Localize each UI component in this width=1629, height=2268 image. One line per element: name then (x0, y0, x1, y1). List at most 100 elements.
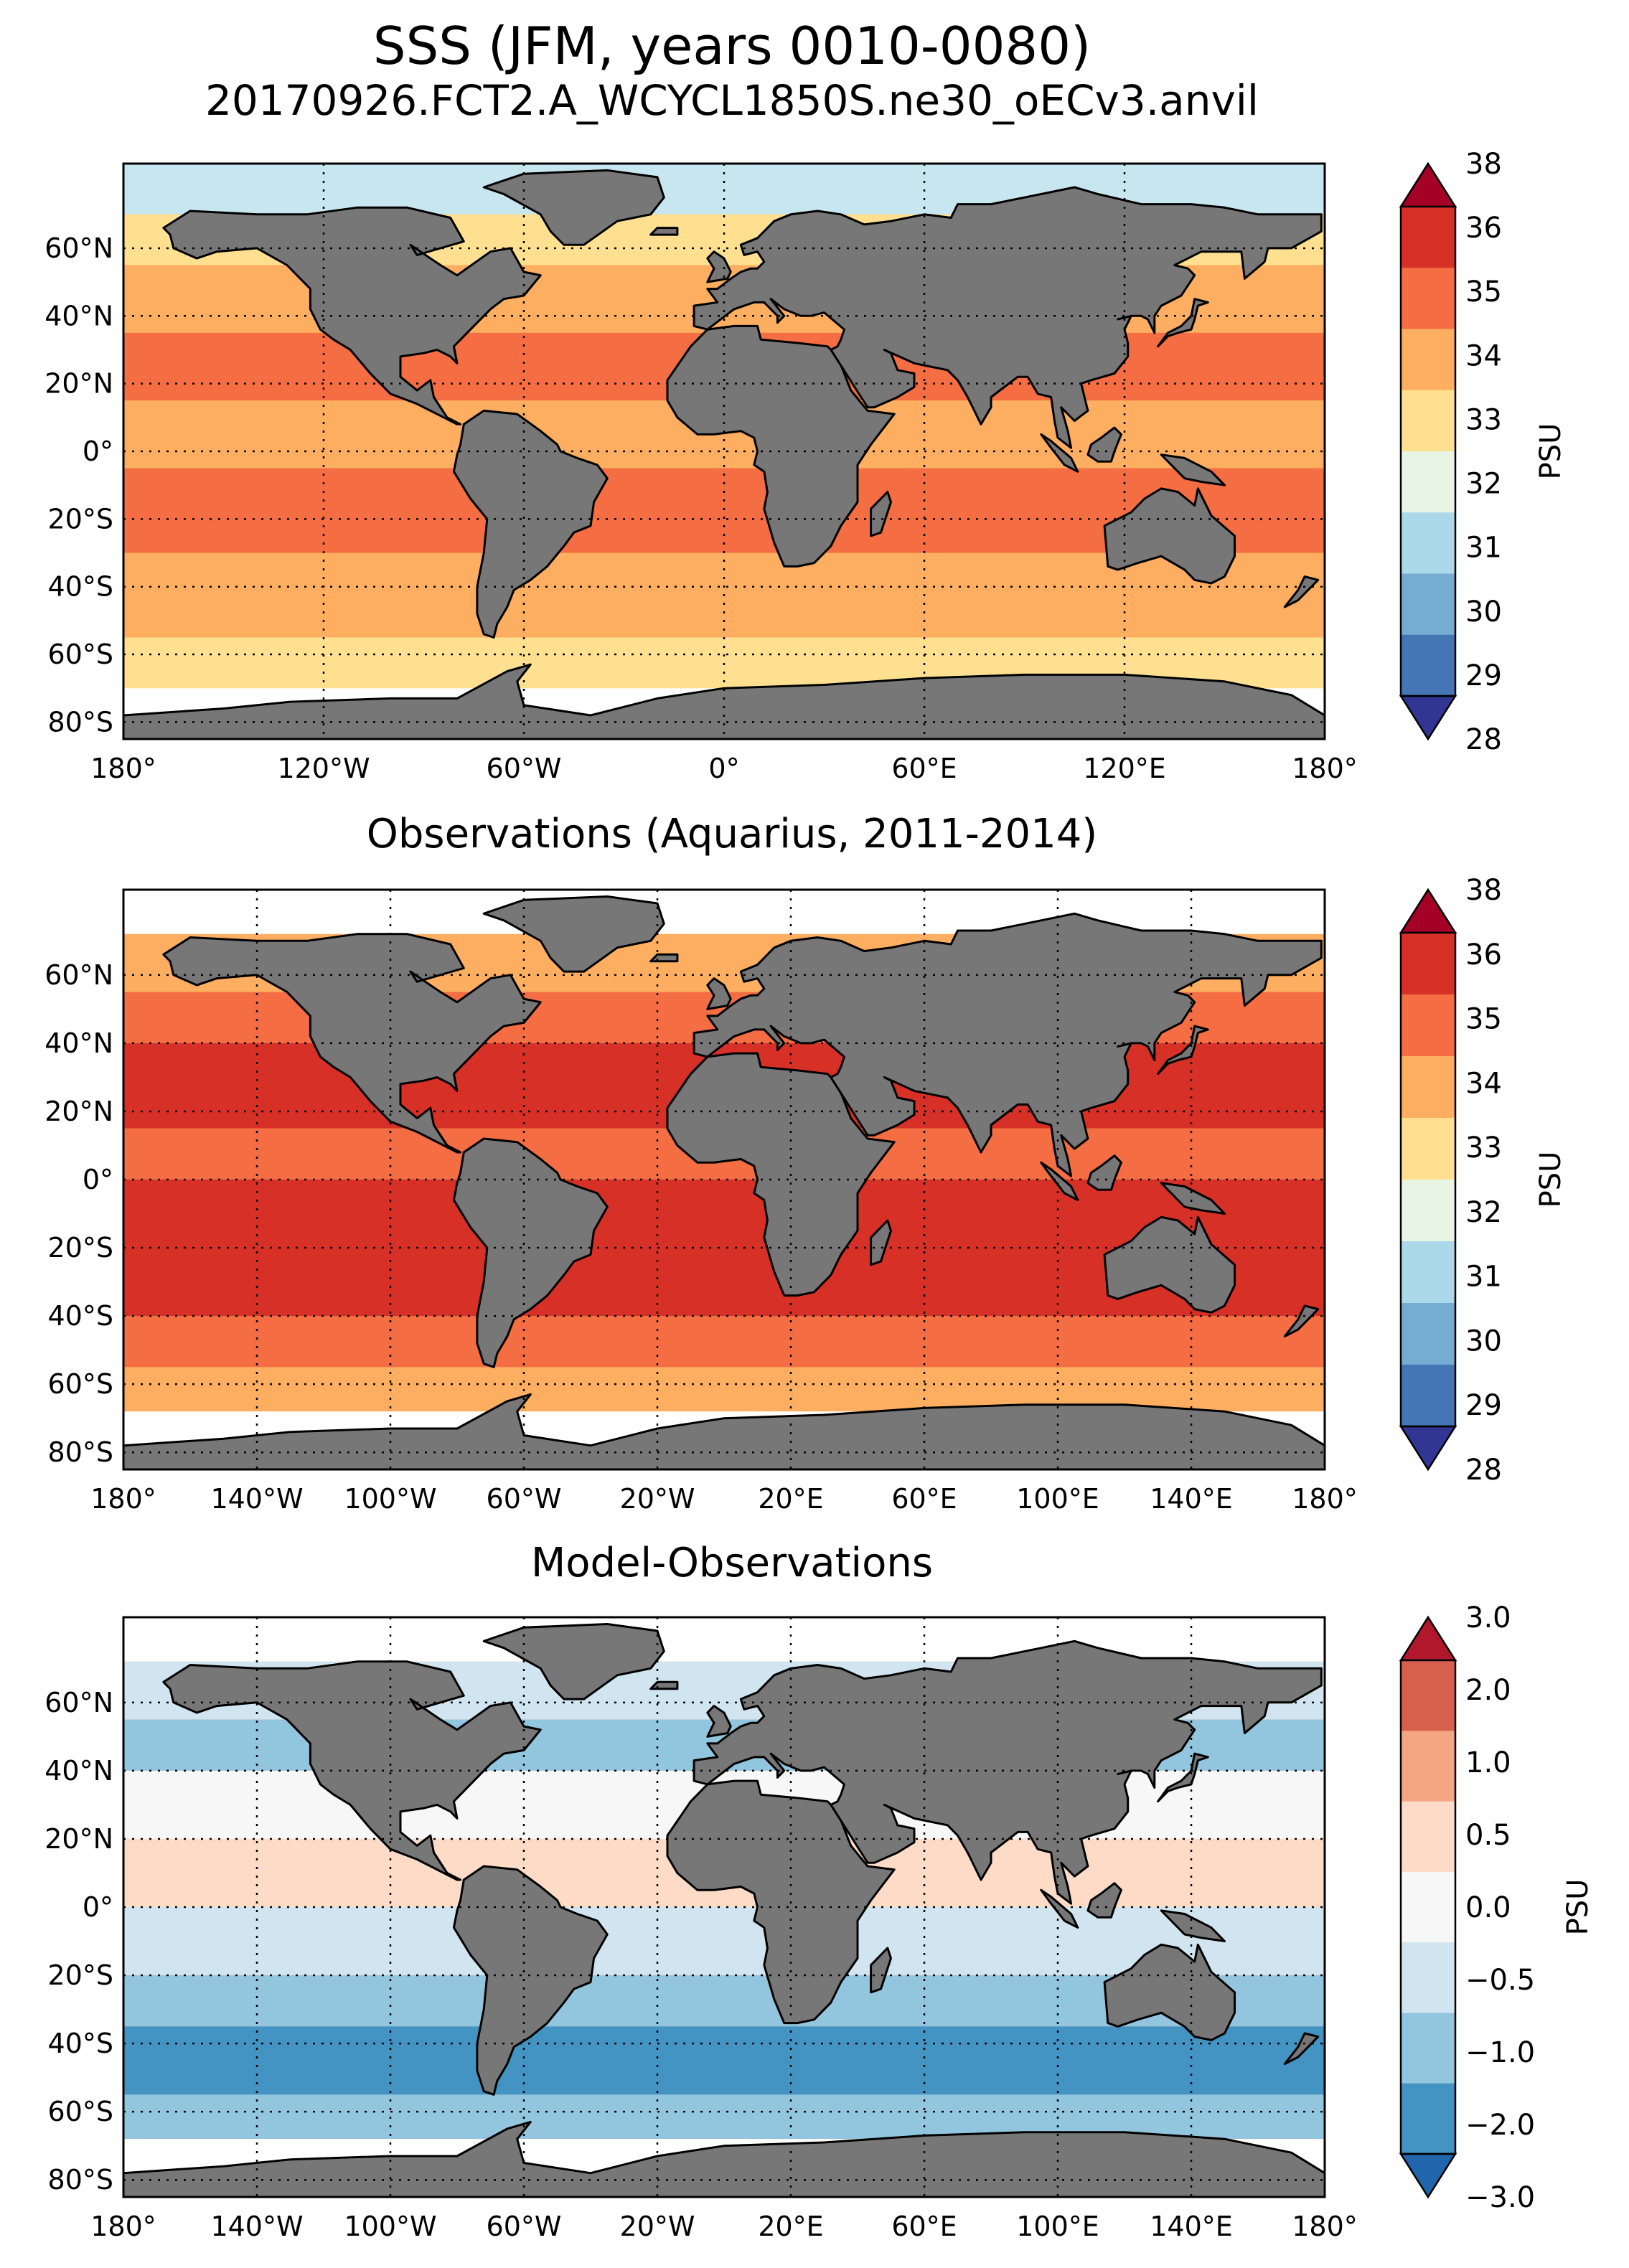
land-mass (482, 169, 665, 246)
lat-tick-label: 20°N (44, 1096, 113, 1127)
land-mass (452, 1865, 609, 2096)
map-panel-obs: 180° 140°W 100°W 60°W 20°W 20°E 60°E 100°E 140°E… (44, 888, 1358, 1515)
colorbar-tick-label: 28 (1465, 1454, 1502, 1487)
land-mass (162, 206, 542, 425)
lat-tick-label: 60°S (48, 2096, 113, 2127)
salinity-band (123, 1316, 1325, 1368)
panel-title-observations: Observations (Aquarius, 2011-2014) (366, 811, 1098, 857)
land-mass (870, 491, 892, 537)
colorbar-tick-label: 35 (1465, 1003, 1502, 1036)
colorbar-tick-label: −1.0 (1465, 2036, 1535, 2069)
figure-title: SSS (JFM, years 0010-0080) (372, 16, 1092, 76)
colorbar-model: 38 36 35 34 33 32 31 30 29 28 PSU (1399, 148, 1567, 756)
lon-tick-label: 120°E (1083, 753, 1166, 784)
land-mass (1040, 433, 1079, 473)
lat-tick-label: 60°S (48, 1368, 113, 1400)
colorbar-swatch (1401, 1241, 1455, 1304)
colorbar-swatch (1401, 390, 1455, 452)
colorbar-tick-label: 33 (1465, 1131, 1502, 1164)
colorbar-tick-label: 0.0 (1465, 1891, 1511, 1924)
land-mass (452, 409, 609, 639)
land-mass (706, 1705, 732, 1738)
colorbar-swatch (1401, 329, 1455, 391)
colorbar-tick-label: 34 (1465, 339, 1502, 372)
salinity-band (123, 890, 1325, 934)
lon-tick-label: 60°E (891, 753, 957, 784)
lon-tick-label: 60°E (891, 2211, 957, 2242)
land-mass (706, 977, 732, 1010)
colorbar-tick-label: 31 (1465, 532, 1502, 565)
colorbar-min-arrow (1399, 695, 1457, 741)
lon-tick-label: 20°E (758, 2211, 823, 2242)
lat-tick-label: 20°S (48, 503, 113, 535)
lon-tick-label: 180° (90, 2211, 156, 2242)
land-mass (870, 1219, 892, 1266)
lon-tick-label: 180° (1292, 1483, 1358, 1515)
lat-tick-label: 80°S (48, 706, 113, 738)
lat-tick-label: 80°S (48, 1436, 113, 1468)
colorbar-tick-label: 32 (1465, 468, 1502, 501)
colorbar-tick-label: 31 (1465, 1261, 1502, 1294)
land-mass (1283, 2032, 1320, 2066)
colorbar-tick-label: 30 (1465, 1324, 1502, 1357)
colorbar-tick-label: 38 (1465, 874, 1502, 907)
colorbar-tick-label: 29 (1465, 659, 1502, 692)
lon-tick-label: 180° (90, 753, 156, 784)
colorbar-tick-label: 36 (1465, 938, 1502, 971)
land-mass (122, 663, 1326, 740)
lon-tick-label: 20°W (620, 1483, 695, 1515)
land-mass (1086, 1882, 1122, 1919)
land-mass (1160, 453, 1226, 486)
land-mass (162, 1660, 542, 1881)
lat-tick-label: 40°S (48, 571, 113, 603)
map-panel-diff: 180° 140°W 100°W 60°W 20°W 20°E 60°E 100°E 140°E… (44, 1616, 1358, 2242)
colorbar-unit-label: PSU (1562, 1879, 1595, 1936)
lat-tick-label: 60°N (44, 959, 113, 991)
land-mass (1103, 1943, 1236, 2041)
colorbar-tick-label: −2.0 (1465, 2109, 1535, 2142)
lon-tick-label: 120°W (277, 753, 370, 784)
lat-tick-label: 80°S (48, 2164, 113, 2196)
land-mass (693, 912, 1323, 1177)
lat-tick-label: 60°N (44, 232, 113, 264)
land-mass (1157, 1752, 1209, 1803)
lat-tick-label: 40°S (48, 1300, 113, 1332)
colorbar-swatch (1401, 933, 1455, 995)
colorbar-min-arrow (1399, 2152, 1457, 2199)
lon-tick-label: 20°W (620, 2211, 695, 2242)
land-mass (1086, 1154, 1122, 1191)
colorbar-swatch (1401, 1365, 1455, 1427)
colorbar-swatch (1401, 573, 1455, 636)
colorbar-swatch (1401, 994, 1455, 1057)
colorbar-tick-label: 35 (1465, 276, 1502, 309)
land-mass (1160, 1182, 1226, 1215)
colorbar-swatch (1401, 1871, 1455, 1943)
map-frame (122, 162, 1326, 740)
lon-tick-label: 100°W (344, 2211, 436, 2242)
lon-tick-label: 20°E (758, 1483, 823, 1515)
land-mass (122, 2120, 1326, 2198)
lat-tick-label: 40°N (44, 300, 113, 331)
land-mass (1086, 426, 1122, 463)
colorbar-max-arrow (1399, 888, 1457, 934)
land-mass (452, 1137, 609, 1368)
colorbar-frame (1399, 1659, 1457, 2155)
colorbar-tick-label: 34 (1465, 1067, 1502, 1100)
colorbar-tick-label: 0.5 (1465, 1819, 1511, 1852)
colorbar-tick-label: 36 (1465, 212, 1502, 245)
colorbar-tick-label: 38 (1465, 148, 1502, 181)
lat-tick-label: 20°N (44, 368, 113, 400)
colorbar-unit-label: PSU (1534, 423, 1567, 480)
lon-tick-label: 140°E (1150, 2211, 1233, 2242)
lon-tick-label: 100°E (1016, 2211, 1099, 2242)
colorbar-tick-label: 1.0 (1465, 1746, 1511, 1779)
colorbar-tick-label: −3.0 (1465, 2181, 1535, 2214)
map-frame (122, 1616, 1326, 2198)
lon-tick-label: 0° (708, 753, 739, 784)
colorbar-swatch (1401, 634, 1455, 697)
colorbar-swatch (1401, 1942, 1455, 2013)
land-mass (482, 1623, 665, 1700)
colorbar-tick-label: 30 (1465, 596, 1502, 629)
colorbar-swatch (1401, 512, 1455, 574)
land-mass (122, 1393, 1326, 1471)
